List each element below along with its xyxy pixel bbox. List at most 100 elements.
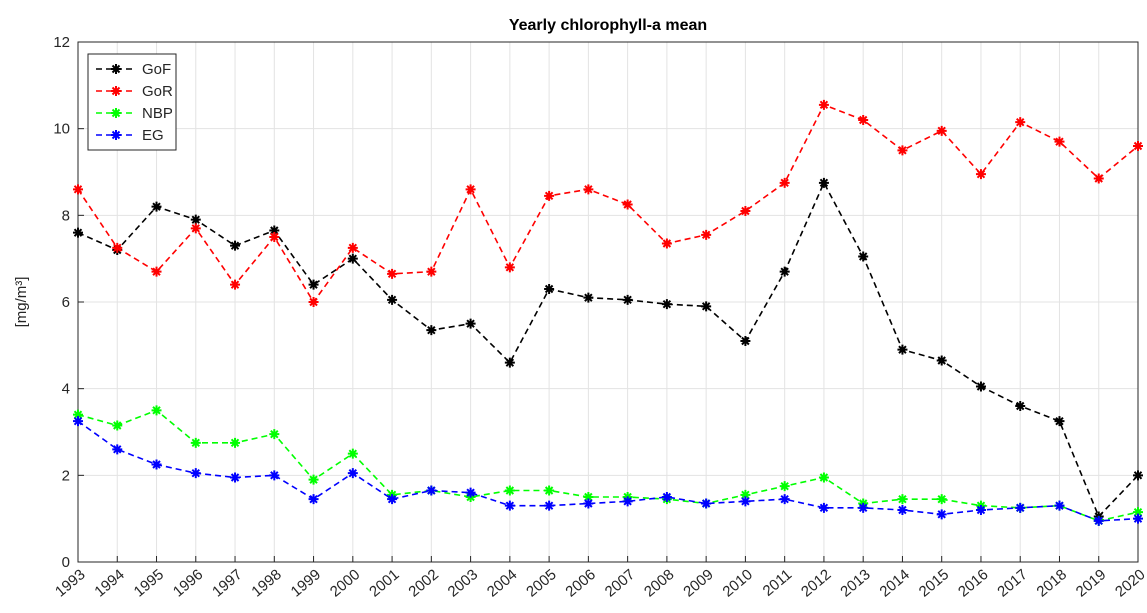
marker — [740, 336, 751, 346]
legend-label: GoR — [142, 83, 173, 100]
marker — [504, 485, 515, 496]
x-tick-label: 2020 — [1112, 566, 1147, 600]
y-tick-label: 0 — [62, 554, 70, 571]
marker — [426, 485, 437, 496]
marker — [387, 268, 398, 279]
marker — [308, 474, 319, 485]
y-tick-label: 2 — [62, 467, 70, 484]
marker — [740, 206, 751, 216]
marker — [190, 214, 201, 225]
marker — [583, 492, 594, 502]
marker — [1015, 502, 1026, 513]
x-tick-label: 2015 — [916, 566, 952, 600]
marker — [936, 509, 947, 520]
x-tick-label: 2012 — [798, 566, 834, 600]
marker — [308, 279, 319, 290]
marker — [740, 496, 751, 507]
x-tick-label: 1993 — [52, 566, 88, 600]
marker — [111, 108, 121, 118]
marker — [230, 472, 241, 483]
marker — [347, 253, 358, 264]
x-tick-label: 2003 — [445, 566, 481, 600]
marker — [504, 262, 515, 273]
marker — [1133, 507, 1143, 518]
marker — [347, 448, 358, 459]
marker — [347, 242, 358, 253]
marker — [73, 416, 83, 427]
marker — [818, 472, 829, 483]
marker — [73, 184, 83, 195]
marker — [73, 227, 83, 238]
marker — [701, 229, 712, 240]
x-tick-label: 2001 — [366, 566, 402, 600]
marker — [269, 470, 280, 481]
marker — [269, 225, 280, 236]
marker — [544, 485, 555, 496]
plot-frame — [77, 41, 1139, 563]
marker — [308, 494, 319, 505]
marker — [151, 266, 162, 277]
marker — [936, 494, 947, 505]
marker — [779, 266, 790, 277]
marker — [661, 238, 672, 249]
y-tick-label: 12 — [53, 34, 70, 51]
marker — [465, 184, 476, 195]
marker — [858, 251, 869, 262]
marker — [818, 502, 829, 513]
marker — [1015, 117, 1026, 128]
x-tick-label: 2004 — [484, 566, 520, 600]
y-tick-label: 10 — [53, 121, 70, 138]
legend: GoF GoR NBP EG — [87, 53, 177, 151]
marker — [112, 242, 123, 253]
x-tick-label: 2007 — [602, 566, 638, 600]
marker — [1054, 136, 1065, 147]
legend-label: EG — [142, 127, 164, 144]
marker — [779, 481, 790, 492]
series-line — [77, 181, 1139, 518]
marker — [347, 468, 358, 479]
legend-label: NBP — [142, 105, 173, 122]
marker — [73, 409, 83, 420]
marker — [112, 444, 123, 455]
marker — [661, 492, 672, 502]
marker — [308, 297, 319, 307]
marker — [975, 381, 986, 392]
marker — [151, 201, 162, 212]
marker — [818, 177, 829, 188]
marker — [190, 437, 201, 448]
marker — [975, 169, 986, 180]
series-line — [77, 103, 1139, 304]
marker — [112, 420, 123, 431]
x-tick-label: 2008 — [641, 566, 677, 600]
marker — [936, 355, 947, 366]
x-tick-label: 2014 — [877, 566, 913, 600]
marker — [818, 99, 829, 110]
y-tick-label: 4 — [62, 381, 70, 398]
marker — [1133, 513, 1143, 524]
x-tick-label: 2017 — [994, 566, 1030, 600]
marker — [504, 357, 515, 368]
x-tick-label: 1997 — [209, 566, 245, 600]
x-tick-label: 2013 — [837, 566, 873, 600]
series-line — [77, 420, 1139, 522]
marker — [1054, 416, 1065, 427]
marker — [426, 325, 437, 336]
x-tick-label: 1995 — [131, 566, 167, 600]
marker — [465, 487, 476, 498]
marker — [622, 294, 633, 305]
marker — [701, 301, 712, 312]
marker — [897, 145, 908, 156]
marker — [504, 500, 515, 511]
marker — [269, 429, 280, 440]
marker — [465, 318, 476, 329]
marker — [544, 284, 555, 294]
marker — [544, 190, 555, 201]
marker — [622, 199, 633, 210]
x-tick-label: 2009 — [680, 566, 716, 600]
marker — [190, 223, 201, 234]
x-tick-label: 2019 — [1073, 566, 1109, 600]
marker — [740, 489, 751, 500]
marker — [1093, 515, 1104, 526]
y-tick-label: 6 — [62, 294, 70, 311]
